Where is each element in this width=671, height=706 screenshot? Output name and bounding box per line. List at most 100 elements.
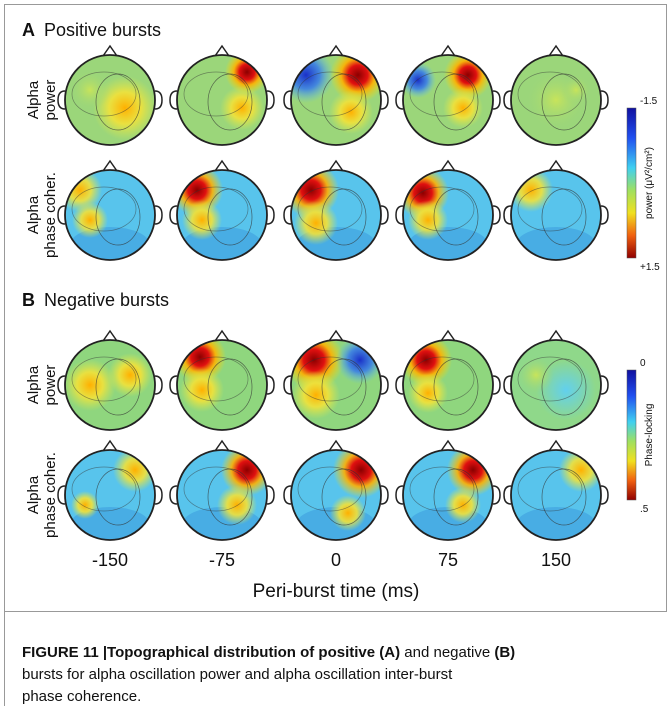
ear xyxy=(503,485,512,505)
head-outline xyxy=(64,54,156,146)
nose xyxy=(548,44,564,57)
ear xyxy=(600,485,609,505)
nose xyxy=(214,439,230,452)
blob xyxy=(511,170,553,212)
ear xyxy=(283,485,292,505)
blob xyxy=(408,200,448,240)
panel-title: Positive bursts xyxy=(44,20,161,40)
colorbar xyxy=(626,107,637,259)
caption-segment: bursts for alpha oscillation power and a… xyxy=(22,666,453,683)
caption-segment: and negative xyxy=(400,644,494,661)
contour xyxy=(183,356,249,402)
colorbar-top: 0 xyxy=(640,358,646,369)
ear xyxy=(57,90,66,110)
ear xyxy=(395,90,404,110)
ear xyxy=(380,485,389,505)
scalp-shade xyxy=(516,227,596,260)
nose xyxy=(548,329,564,342)
scalp xyxy=(65,55,155,145)
head-outline xyxy=(290,54,382,146)
head-outline xyxy=(510,169,602,261)
head-outline xyxy=(510,449,602,541)
blob xyxy=(329,90,373,134)
time-label: 0 xyxy=(331,550,341,570)
ear xyxy=(57,375,66,395)
nose xyxy=(102,159,118,172)
scalp xyxy=(65,450,155,540)
contour xyxy=(409,186,475,232)
ear xyxy=(154,375,163,395)
head-outline xyxy=(176,339,268,431)
row-label: power xyxy=(42,80,59,121)
blob xyxy=(561,75,591,105)
head-outline xyxy=(402,169,494,261)
nose xyxy=(214,44,230,57)
time-label: -150 xyxy=(92,550,128,570)
blob xyxy=(70,70,110,110)
ear xyxy=(266,90,275,110)
colorbar-bottom: +1.5 xyxy=(640,262,660,273)
ear xyxy=(492,485,501,505)
ear xyxy=(492,205,501,225)
panel-title: Negative bursts xyxy=(44,290,169,310)
ear xyxy=(395,205,404,225)
head-outline xyxy=(64,449,156,541)
scalp xyxy=(65,340,155,430)
colorbar-label: power (μV²/cm²) xyxy=(644,147,655,219)
blob xyxy=(65,359,116,411)
ear xyxy=(169,375,178,395)
head-outline xyxy=(176,54,268,146)
ear xyxy=(169,485,178,505)
ear xyxy=(169,205,178,225)
nose xyxy=(440,44,456,57)
figure-frame xyxy=(4,4,667,612)
ear xyxy=(283,205,292,225)
head-outline xyxy=(64,169,156,261)
head-outline xyxy=(64,339,156,431)
colorbar-label: Phase-locking xyxy=(644,404,655,467)
contour xyxy=(297,356,363,402)
contour xyxy=(297,186,363,232)
ear xyxy=(503,375,512,395)
row-label: Alpha xyxy=(25,365,42,404)
ear xyxy=(266,205,275,225)
nose xyxy=(440,329,456,342)
ear xyxy=(169,90,178,110)
contour xyxy=(71,466,137,512)
nose xyxy=(548,439,564,452)
contour xyxy=(409,71,475,117)
colorbar-bottom: .5 xyxy=(640,504,649,515)
caption-line: phase coherence. xyxy=(22,688,141,705)
blob xyxy=(294,201,338,245)
ear xyxy=(395,375,404,395)
nose xyxy=(328,159,344,172)
ear xyxy=(380,375,389,395)
ear xyxy=(266,485,275,505)
nose xyxy=(440,159,456,172)
nose xyxy=(328,44,344,57)
contour xyxy=(183,186,249,232)
blob xyxy=(108,353,152,397)
ear xyxy=(283,375,292,395)
scalp xyxy=(511,55,601,145)
caption-segment: (A) xyxy=(379,644,400,661)
row-label: Alpha xyxy=(25,80,42,119)
colorbar xyxy=(626,369,637,501)
caption-segment: (B) xyxy=(494,644,515,661)
blob xyxy=(518,357,554,393)
caption-segment: FIGURE 11 |Topographical distribution of… xyxy=(22,644,379,661)
blob xyxy=(447,450,493,496)
time-label: -75 xyxy=(209,550,235,570)
scalp xyxy=(403,55,493,145)
contour xyxy=(409,466,475,512)
ear xyxy=(57,485,66,505)
x-axis-label: Peri-burst time (ms) xyxy=(253,581,420,602)
scalp xyxy=(511,170,601,260)
nose xyxy=(214,159,230,172)
blob xyxy=(408,373,448,413)
ear xyxy=(503,205,512,225)
ear xyxy=(154,205,163,225)
scalp xyxy=(177,55,267,145)
scalp xyxy=(177,170,267,260)
nose xyxy=(328,329,344,342)
